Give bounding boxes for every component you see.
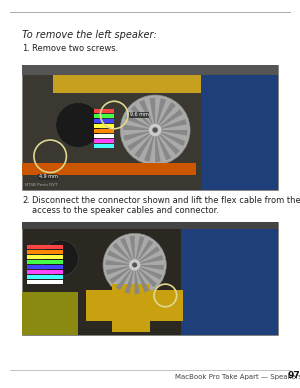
Bar — [94, 134, 114, 138]
Circle shape — [42, 240, 79, 276]
Wedge shape — [155, 109, 183, 130]
Wedge shape — [135, 265, 162, 279]
Wedge shape — [155, 98, 166, 130]
Text: Remove two screws.: Remove two screws. — [32, 44, 118, 53]
Wedge shape — [144, 130, 155, 162]
Bar — [53, 65, 201, 92]
Bar — [22, 65, 278, 75]
Bar — [27, 275, 63, 279]
Text: 97: 97 — [287, 371, 300, 380]
Bar — [27, 260, 63, 264]
Wedge shape — [135, 255, 163, 265]
Wedge shape — [135, 246, 160, 265]
Bar — [94, 124, 114, 128]
Wedge shape — [155, 102, 176, 130]
Bar — [94, 129, 114, 133]
Circle shape — [132, 262, 137, 267]
Bar — [201, 65, 278, 190]
Wedge shape — [149, 98, 155, 130]
Wedge shape — [135, 265, 140, 294]
Text: To remove the left speaker:: To remove the left speaker: — [22, 30, 157, 40]
Bar — [86, 290, 183, 321]
Wedge shape — [106, 265, 135, 275]
Wedge shape — [123, 125, 155, 130]
Bar — [112, 284, 150, 332]
Wedge shape — [110, 265, 135, 284]
Bar — [22, 222, 278, 229]
Bar — [22, 65, 278, 190]
Wedge shape — [130, 236, 135, 265]
Wedge shape — [155, 130, 171, 160]
Circle shape — [56, 102, 101, 147]
Text: access to the speaker cables and connector.: access to the speaker cables and connect… — [32, 206, 219, 215]
Circle shape — [152, 127, 158, 133]
Wedge shape — [135, 265, 149, 292]
Circle shape — [120, 95, 190, 165]
Wedge shape — [155, 130, 161, 162]
Wedge shape — [155, 130, 187, 135]
Bar — [94, 139, 114, 143]
Wedge shape — [139, 100, 155, 130]
Bar — [27, 280, 63, 284]
Text: 4.9 mm: 4.9 mm — [39, 175, 58, 180]
Text: 1.: 1. — [22, 44, 30, 53]
Bar — [181, 222, 278, 335]
Text: 9.6 mm: 9.6 mm — [130, 113, 149, 118]
Wedge shape — [107, 250, 135, 265]
Wedge shape — [130, 105, 155, 130]
Circle shape — [149, 124, 161, 136]
Bar — [94, 109, 114, 113]
Wedge shape — [127, 130, 155, 151]
Bar — [27, 255, 63, 259]
Circle shape — [103, 233, 166, 296]
Wedge shape — [135, 265, 164, 270]
Text: Disconnect the connector shown and lift the flex cable from the ExpressCard cage: Disconnect the connector shown and lift … — [32, 196, 300, 205]
Bar — [94, 144, 114, 148]
Text: MacBook Pro Take Apart — Speakers: MacBook Pro Take Apart — Speakers — [175, 374, 300, 380]
Wedge shape — [125, 265, 135, 294]
Text: NTSB Proto DVT: NTSB Proto DVT — [25, 183, 58, 187]
Wedge shape — [135, 236, 145, 265]
Wedge shape — [123, 130, 155, 141]
Wedge shape — [135, 265, 157, 287]
Bar — [27, 270, 63, 274]
Bar — [27, 250, 63, 254]
Wedge shape — [134, 130, 155, 158]
Text: 2.: 2. — [22, 196, 30, 205]
Wedge shape — [125, 114, 155, 130]
Bar — [27, 244, 63, 249]
Circle shape — [129, 259, 140, 271]
Bar — [22, 222, 278, 335]
Bar — [94, 119, 114, 123]
Wedge shape — [112, 242, 135, 265]
Wedge shape — [116, 265, 135, 290]
Bar — [27, 265, 63, 269]
Wedge shape — [155, 130, 185, 146]
Wedge shape — [135, 240, 153, 265]
Wedge shape — [155, 130, 180, 155]
Wedge shape — [155, 119, 187, 130]
Wedge shape — [120, 237, 135, 265]
Bar — [94, 114, 114, 118]
Wedge shape — [106, 260, 135, 265]
Bar — [22, 292, 78, 335]
Bar — [22, 163, 196, 175]
